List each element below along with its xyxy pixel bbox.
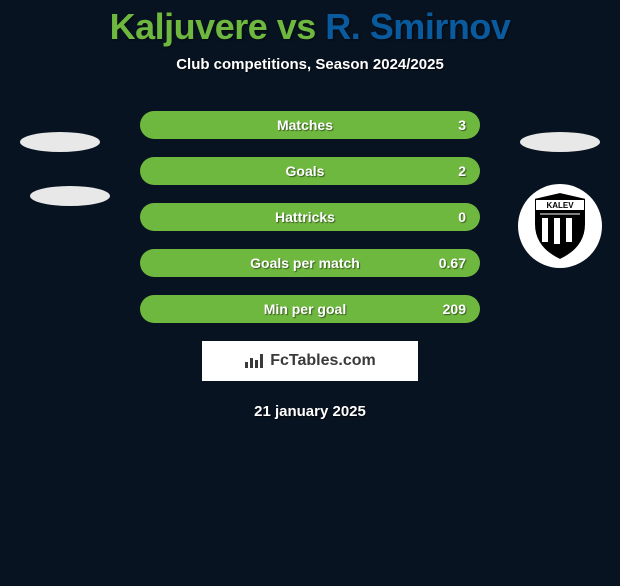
player2-name: R. Smirnov — [325, 6, 510, 47]
stat-row-gpm: Goals per match 0.67 — [140, 249, 480, 277]
vs-text: vs — [267, 6, 325, 47]
stat-right: 0.67 — [426, 255, 466, 271]
bars-icon — [244, 352, 266, 370]
branding-box[interactable]: FcTables.com — [202, 341, 418, 381]
stat-label: Min per goal — [184, 301, 426, 317]
date-text: 21 january 2025 — [0, 403, 620, 420]
stat-right: 3 — [426, 117, 466, 133]
stat-label: Goals per match — [184, 255, 426, 271]
player2-club-badge: KALEV — [518, 184, 602, 268]
stat-row-goals: Goals 2 — [140, 157, 480, 185]
stat-label: Matches — [184, 117, 426, 133]
stat-row-matches: Matches 3 — [140, 111, 480, 139]
stat-right: 209 — [426, 301, 466, 317]
stats-container: Matches 3 Goals 2 Hattricks 0 Goals per … — [140, 111, 480, 323]
stat-row-hattricks: Hattricks 0 — [140, 203, 480, 231]
player2-photo-placeholder — [520, 132, 600, 152]
player1-club-placeholder — [30, 186, 110, 206]
stat-row-mpg: Min per goal 209 — [140, 295, 480, 323]
player1-name: Kaljuvere — [110, 6, 268, 47]
stat-label: Goals — [184, 163, 426, 179]
kalev-shield-icon: KALEV — [530, 190, 590, 262]
branding-text: FcTables.com — [270, 352, 376, 370]
subtitle: Club competitions, Season 2024/2025 — [0, 56, 620, 73]
svg-text:KALEV: KALEV — [546, 201, 574, 210]
stat-right: 2 — [426, 163, 466, 179]
page-title: Kaljuvere vs R. Smirnov — [0, 6, 620, 48]
stat-right: 0 — [426, 209, 466, 225]
stat-label: Hattricks — [184, 209, 426, 225]
player1-photo-placeholder — [20, 132, 100, 152]
